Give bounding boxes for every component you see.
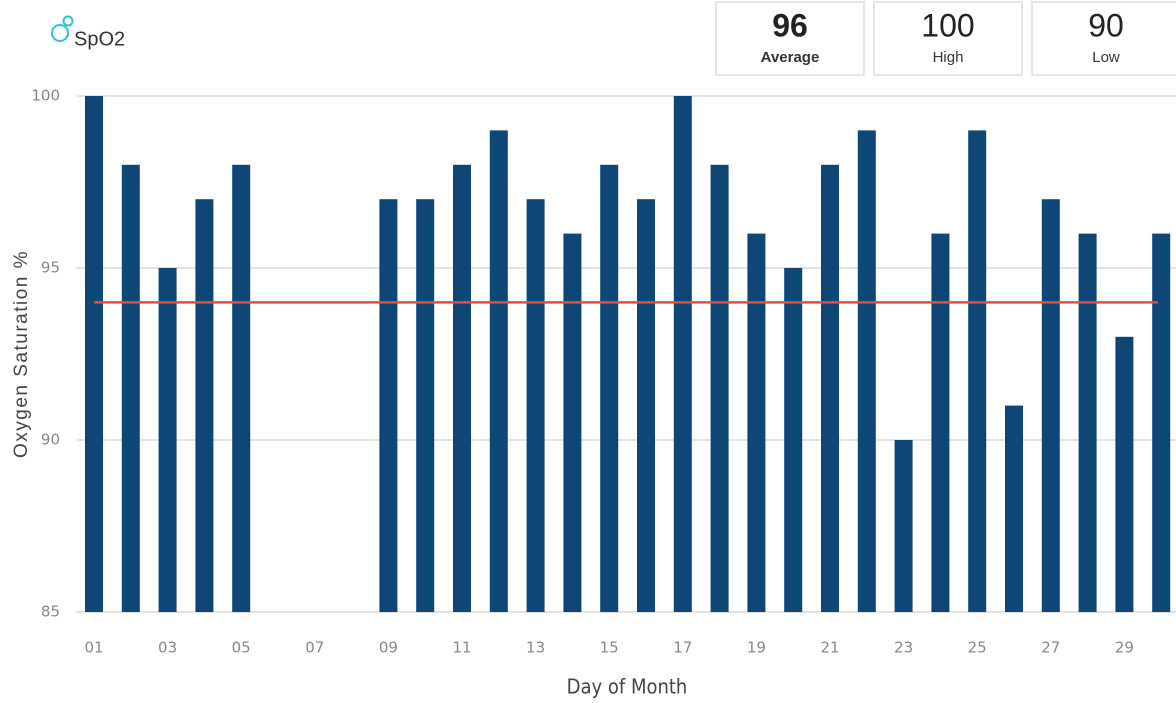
- x-tick-label: 19: [747, 639, 766, 657]
- bar: [637, 199, 655, 612]
- bar: [784, 268, 803, 612]
- x-tick-label: 13: [526, 639, 545, 657]
- bar: [710, 164, 729, 613]
- x-tick-label: 11: [452, 639, 471, 657]
- spo2-icon: [51, 15, 74, 42]
- y-tick-label: 100: [31, 87, 60, 105]
- x-tick-label: 27: [1041, 639, 1060, 657]
- stat-box: [873, 1, 1023, 76]
- header-title: SpO2: [74, 28, 125, 50]
- bar: [1041, 199, 1060, 612]
- x-tick-label: 09: [379, 639, 398, 657]
- bar: [747, 233, 766, 612]
- x-axis-label: Day of Month: [567, 675, 688, 699]
- bar: [85, 96, 103, 612]
- bar: [526, 199, 545, 612]
- stats: 96 Average 100 High 90 Low: [715, 1, 1176, 76]
- bar: [379, 199, 398, 612]
- x-tick-label: 03: [158, 639, 177, 657]
- x-tick-label: 01: [84, 639, 103, 657]
- stat-value: 100: [921, 7, 974, 43]
- bar: [563, 233, 582, 612]
- y-tick-label: 85: [41, 603, 60, 621]
- y-tick-label: 90: [41, 431, 60, 449]
- bar: [857, 130, 876, 612]
- bar: [968, 130, 987, 612]
- bar: [600, 164, 619, 613]
- x-tick-label: 21: [820, 639, 839, 657]
- bar: [931, 233, 950, 612]
- y-tick-label: 95: [41, 259, 60, 277]
- bar: [673, 96, 692, 612]
- bar: [1005, 405, 1023, 612]
- stat-label: Average: [761, 49, 820, 66]
- stat-box: [715, 1, 865, 76]
- bar: [453, 164, 471, 613]
- bar: [1115, 336, 1134, 612]
- stat-label: High: [933, 49, 964, 66]
- x-tick-label: 29: [1115, 639, 1134, 657]
- x-tick-label: 25: [968, 639, 987, 657]
- stat-box: [1031, 1, 1176, 76]
- x-tick-label: 15: [600, 639, 619, 657]
- bar: [121, 164, 140, 613]
- bar: [195, 199, 214, 612]
- x-tick-label: 23: [894, 639, 913, 657]
- bar: [894, 440, 913, 612]
- bar: [821, 164, 839, 613]
- bar: [1152, 233, 1171, 612]
- stat-value: 90: [1088, 7, 1124, 43]
- bar: [489, 130, 508, 612]
- bar: [1078, 233, 1097, 612]
- y-axis-label: Oxygen Saturation %: [11, 250, 32, 458]
- stat-value: 96: [772, 7, 808, 43]
- bar: [416, 199, 435, 612]
- x-tick-label: 07: [305, 639, 324, 657]
- x-tick-label: 05: [232, 639, 251, 657]
- stat-label: Low: [1092, 49, 1120, 66]
- bar: [158, 268, 177, 612]
- x-tick-label: 17: [673, 639, 692, 657]
- bar: [232, 164, 251, 613]
